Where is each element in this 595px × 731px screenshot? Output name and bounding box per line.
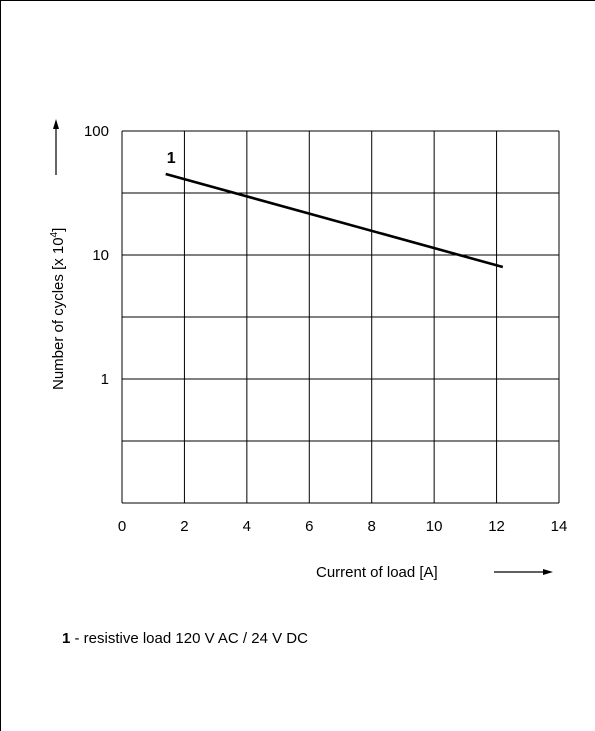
x-tick-label-8: 8 (368, 518, 376, 535)
y-tick-label-1: 1 (101, 371, 109, 388)
legend-key: 1 (62, 630, 71, 647)
x-tick-label-0: 0 (118, 518, 126, 535)
y-axis-title: Number of cycles [x 104] (49, 228, 67, 390)
x-tick-label-4: 4 (243, 518, 251, 535)
x-tick-label-10: 10 (426, 518, 443, 535)
x-tick-label-6: 6 (305, 518, 313, 535)
series-line-1 (165, 172, 504, 269)
series-label-1: 1 (167, 150, 176, 167)
tick-labels: 0 2 4 6 8 10 12 14 100 10 1 (84, 123, 567, 535)
x-tick-label-12: 12 (488, 518, 505, 535)
y-tick-label-10: 10 (92, 247, 109, 264)
y-tick-label-100: 100 (84, 123, 109, 140)
x-axis-title: Current of load [A] (316, 564, 438, 581)
legend: 1 - resistive load 120 V AC / 24 V DC (62, 630, 308, 647)
x-tick-label-14: 14 (551, 518, 568, 535)
x-tick-label-2: 2 (180, 518, 188, 535)
legend-text: - resistive load 120 V AC / 24 V DC (70, 630, 308, 647)
series-layer: 1 (165, 150, 504, 269)
grid (121, 130, 560, 504)
